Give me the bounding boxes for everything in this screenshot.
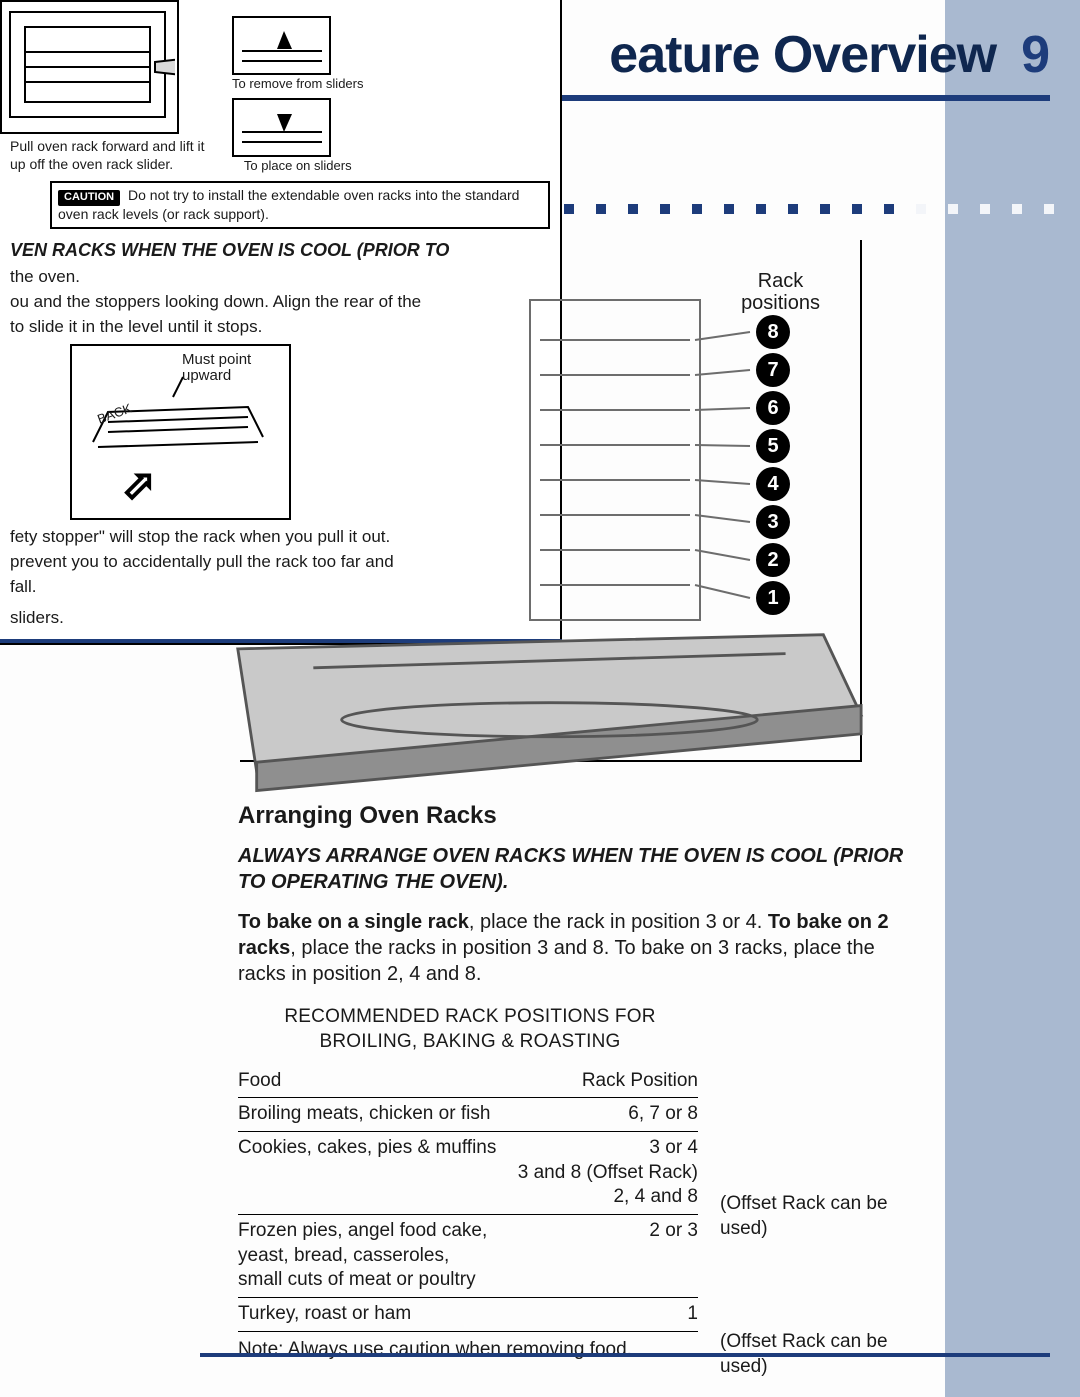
cell-position: 2 or 3 <box>498 1215 698 1298</box>
dot-light <box>1044 204 1054 214</box>
page-number: 9 <box>1021 25 1050 85</box>
table-row: Broiling meats, chicken or fish6, 7 or 8 <box>238 1098 698 1132</box>
rack-position-table: Food Rack Position Broiling meats, chick… <box>238 1065 698 1332</box>
dot-dark <box>596 204 606 214</box>
caution-text: Do not try to install the extendable ove… <box>58 187 519 222</box>
table-row: Cookies, cakes, pies & muffins3 or 43 an… <box>238 1131 698 1214</box>
caution-box: CAUTION Do not try to install the extend… <box>50 181 550 229</box>
dot-dark <box>852 204 862 214</box>
caution-badge: CAUTION <box>58 190 120 206</box>
dot-dark <box>692 204 702 214</box>
col-position: Rack Position <box>498 1065 698 1098</box>
inset-oven-drawing <box>0 0 179 134</box>
dot-light <box>980 204 990 214</box>
arranging-heading: Arranging Oven Racks <box>238 800 928 831</box>
dot-light <box>948 204 958 214</box>
cell-position: 6, 7 or 8 <box>498 1098 698 1132</box>
inset-row: Pull oven rack forward and lift it up of… <box>10 0 550 173</box>
dot-light <box>916 204 926 214</box>
dot-dark <box>724 204 734 214</box>
table-title: RECOMMENDED RACK POSITIONS FOR BROILING,… <box>260 1005 680 1054</box>
remove-caption: To remove from sliders <box>232 77 363 91</box>
page-title: eature Overview <box>609 25 996 85</box>
inset-place-drawing <box>232 98 331 157</box>
cell-position: 1 <box>498 1298 698 1332</box>
pull-text: Pull oven rack forward and lift it up of… <box>10 138 220 173</box>
table-row: Turkey, roast or ham1 <box>238 1298 698 1332</box>
dot-dark <box>788 204 798 214</box>
col-food: Food <box>238 1065 498 1098</box>
dot-row <box>532 204 1054 214</box>
inset-remove-drawing <box>232 16 331 75</box>
dot-dark <box>660 204 670 214</box>
cell-food: Turkey, roast or ham <box>238 1298 498 1332</box>
arrow-icon: ⬀ <box>122 460 156 510</box>
cell-food: Broiling meats, chicken or fish <box>238 1098 498 1132</box>
rack-positions-figure: Rackpositions 87654321 <box>240 240 862 762</box>
bake-instructions: To bake on a single rack, place the rack… <box>238 909 928 987</box>
arranging-warning: ALWAYS ARRANGE OVEN RACKS WHEN THE OVEN … <box>238 843 928 895</box>
dot-dark <box>756 204 766 214</box>
cell-position: 3 or 43 and 8 (Offset Rack)2, 4 and 8 <box>498 1131 698 1214</box>
cell-food: Frozen pies, angel food cake, yeast, bre… <box>238 1215 498 1298</box>
offset-note-1: (Offset Rack can be used) <box>720 1192 928 1241</box>
oven-door-drawing <box>190 630 890 800</box>
footer-rule <box>200 1353 1050 1357</box>
dot-dark <box>884 204 894 214</box>
dot-light <box>1012 204 1022 214</box>
cell-food: Cookies, cakes, pies & muffins <box>238 1131 498 1214</box>
dot-dark <box>820 204 830 214</box>
dot-dark <box>628 204 638 214</box>
table-row: Frozen pies, angel food cake, yeast, bre… <box>238 1215 698 1298</box>
dot-dark <box>564 204 574 214</box>
arranging-racks-section: Arranging Oven Racks ALWAYS ARRANGE OVEN… <box>238 800 928 1362</box>
place-caption: To place on sliders <box>232 159 363 173</box>
